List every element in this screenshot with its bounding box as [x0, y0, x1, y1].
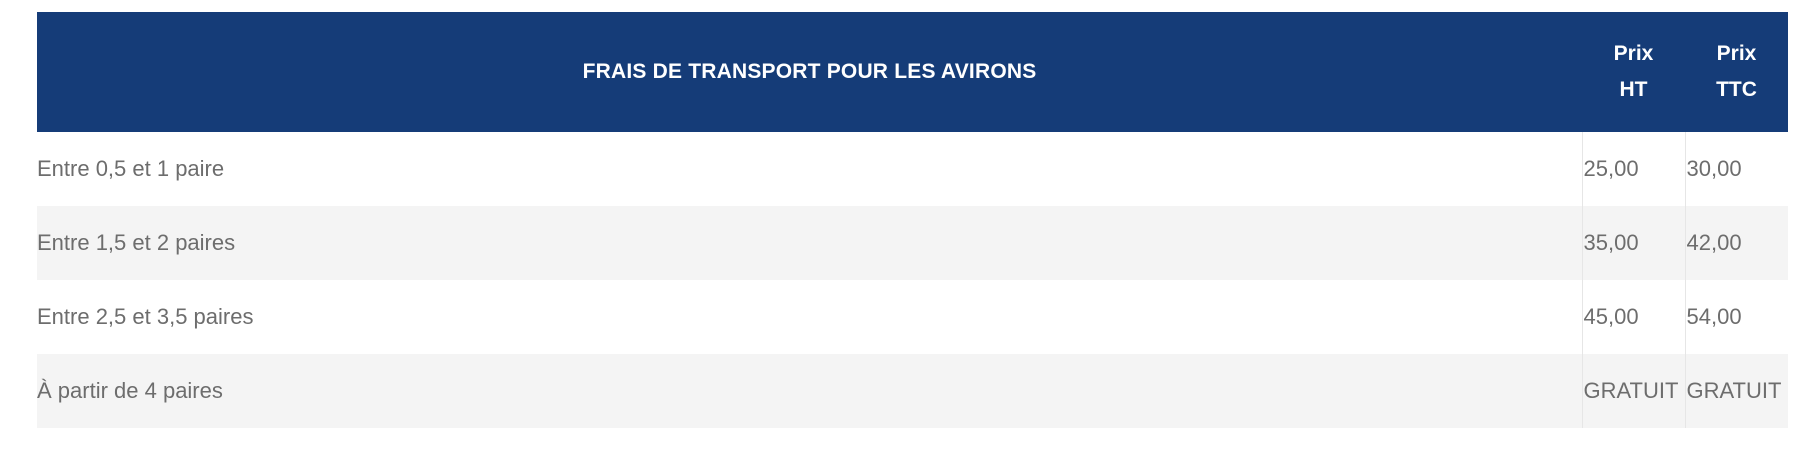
price-ht-header-line1: Prix [1613, 42, 1654, 65]
row-price-ht: 35,00 [1581, 206, 1685, 280]
row-price-ttc: 30,00 [1684, 132, 1788, 206]
table-title-header: FRAIS DE TRANSPORT POUR LES AVIRONS [37, 12, 1582, 132]
header-row: FRAIS DE TRANSPORT POUR LES AVIRONS Prix… [37, 12, 1788, 132]
row-label: Entre 2,5 et 3,5 paires [37, 280, 1582, 354]
shipping-price-table: FRAIS DE TRANSPORT POUR LES AVIRONS Prix… [37, 12, 1788, 428]
row-label: Entre 0,5 et 1 paire [37, 132, 1582, 206]
row-label: À partir de 4 paires [37, 354, 1582, 428]
table-body: Entre 0,5 et 1 paire 25,00 30,00 Entre 1… [37, 132, 1788, 428]
row-label: Entre 1,5 et 2 paires [37, 206, 1582, 280]
row-price-ttc: 42,00 [1684, 206, 1788, 280]
price-ttc-header-line2: TTC [1716, 78, 1757, 101]
row-price-ttc: 54,00 [1684, 280, 1788, 354]
table-row: Entre 2,5 et 3,5 paires 45,00 54,00 [37, 280, 1788, 354]
row-price-ttc: GRATUIT [1684, 354, 1788, 428]
table-row: Entre 0,5 et 1 paire 25,00 30,00 [37, 132, 1788, 206]
price-ht-header: Prix HT [1582, 12, 1685, 132]
price-ht-header-line2: HT [1619, 78, 1648, 101]
row-price-ht: GRATUIT [1581, 354, 1685, 428]
table-row: À partir de 4 paires GRATUIT GRATUIT [37, 354, 1788, 428]
row-price-ht: 25,00 [1581, 132, 1685, 206]
row-price-ht: 45,00 [1581, 280, 1685, 354]
price-ttc-header: Prix TTC [1685, 12, 1788, 132]
table-row: Entre 1,5 et 2 paires 35,00 42,00 [37, 206, 1788, 280]
table-header: FRAIS DE TRANSPORT POUR LES AVIRONS Prix… [37, 12, 1788, 132]
price-ttc-header-line1: Prix [1716, 42, 1757, 65]
